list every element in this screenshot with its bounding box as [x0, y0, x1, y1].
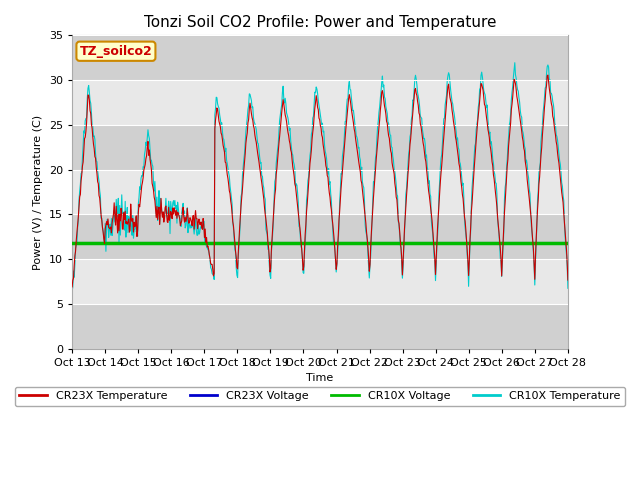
Text: TZ_soilco2: TZ_soilco2	[79, 45, 152, 58]
Bar	[72, 80, 568, 125]
Y-axis label: Power (V) / Temperature (C): Power (V) / Temperature (C)	[33, 114, 44, 270]
Bar	[72, 36, 568, 80]
Title: Tonzi Soil CO2 Profile: Power and Temperature: Tonzi Soil CO2 Profile: Power and Temper…	[144, 15, 496, 30]
Bar	[72, 215, 568, 259]
Bar	[72, 169, 568, 215]
Bar	[72, 259, 568, 304]
Legend: CR23X Temperature, CR23X Voltage, CR10X Voltage, CR10X Temperature: CR23X Temperature, CR23X Voltage, CR10X …	[15, 387, 625, 406]
Bar	[72, 304, 568, 348]
X-axis label: Time: Time	[307, 373, 333, 383]
Bar	[72, 125, 568, 169]
